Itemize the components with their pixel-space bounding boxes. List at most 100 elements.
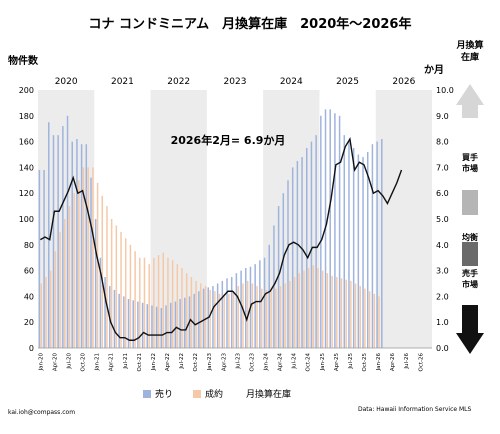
x-tick-Jul-23: Jul-23 bbox=[235, 353, 241, 370]
right-ticks: 0.0 1.0 2.0 3.0 4.0 5.0 6.0 7.0 8.0 9.0 10.0 bbox=[436, 86, 454, 353]
bar-sell-13 bbox=[99, 257, 102, 348]
year-band-2022 bbox=[150, 90, 207, 348]
bar-sell-2 bbox=[48, 122, 50, 348]
x-tick-Apr-26: Apr-26 bbox=[390, 353, 396, 372]
bar-sell-58 bbox=[310, 141, 313, 348]
right-tick-9.0: 9.0 bbox=[436, 112, 449, 121]
bar-sold-39 bbox=[223, 296, 225, 348]
bar-sold-63 bbox=[336, 277, 338, 348]
bar-sold-72 bbox=[378, 296, 380, 348]
bar-sell-11 bbox=[90, 177, 92, 348]
bar-sell-62 bbox=[329, 109, 331, 348]
bar-sold-9 bbox=[82, 167, 85, 348]
right-tick-0.0: 0.0 bbox=[436, 344, 449, 353]
bar-sell-9 bbox=[80, 144, 83, 348]
bar-sold-24 bbox=[153, 257, 155, 348]
bar-sell-47 bbox=[259, 260, 261, 348]
bar-sell-68 bbox=[357, 154, 360, 348]
bar-sold-71 bbox=[373, 293, 376, 348]
bar-sold-68 bbox=[359, 286, 361, 348]
bar-sold-20 bbox=[134, 251, 136, 348]
bar-sold-52 bbox=[284, 283, 286, 348]
bar-sold-7 bbox=[73, 193, 75, 348]
bar-sold-21 bbox=[139, 257, 141, 348]
bar-sell-71 bbox=[371, 144, 374, 348]
bar-sell-7 bbox=[71, 141, 73, 348]
x-tick-Jul-24: Jul-24 bbox=[292, 353, 298, 370]
bar-sell-12 bbox=[94, 219, 97, 348]
bar-sell-63 bbox=[334, 113, 336, 348]
legend-swatch-sold bbox=[193, 390, 201, 398]
bar-sell-40 bbox=[226, 278, 228, 348]
bar-sell-4 bbox=[57, 135, 59, 348]
x-tick-Oct-26: Oct-26 bbox=[418, 353, 424, 372]
bar-sold-54 bbox=[293, 277, 296, 348]
bar-sold-46 bbox=[256, 286, 258, 348]
bar-sell-51 bbox=[277, 206, 280, 348]
x-tick-Jul-25: Jul-25 bbox=[348, 353, 354, 370]
bar-sold-19 bbox=[129, 244, 132, 348]
year-band-2026 bbox=[375, 90, 432, 348]
bar-sold-0 bbox=[40, 283, 43, 348]
right-tick-6.0: 6.0 bbox=[436, 189, 449, 198]
bar-sold-36 bbox=[209, 289, 211, 348]
bar-sell-6 bbox=[66, 115, 69, 348]
bar-sell-56 bbox=[301, 157, 303, 348]
bar-sell-44 bbox=[245, 268, 247, 348]
bar-sold-48 bbox=[265, 289, 268, 348]
bar-sold-61 bbox=[326, 273, 329, 348]
bar-sold-25 bbox=[157, 255, 160, 348]
x-tick-Oct-20: Oct-20 bbox=[81, 353, 87, 372]
x-tick-Jan-24: Jan-24 bbox=[263, 353, 269, 372]
bar-sell-48 bbox=[263, 257, 266, 348]
x-tick-Apr-21: Apr-21 bbox=[109, 353, 115, 371]
x-tick-Oct-22: Oct-22 bbox=[193, 353, 199, 372]
x-tick-Apr-22: Apr-22 bbox=[165, 353, 171, 371]
year-labels: 2020 2021 2022 2023 2024 2025 2026 bbox=[55, 77, 416, 87]
year-label-2024: 2024 bbox=[280, 77, 303, 87]
bar-sell-30 bbox=[179, 298, 181, 348]
year-label-2025: 2025 bbox=[336, 77, 359, 87]
bar-sell-66 bbox=[348, 141, 350, 348]
bar-sell-46 bbox=[254, 264, 256, 348]
bar-sell-35 bbox=[202, 288, 205, 348]
year-label-2020: 2020 bbox=[55, 77, 78, 87]
balanced-label: 均衡 bbox=[462, 232, 478, 242]
bar-sold-30 bbox=[181, 268, 183, 348]
bar-sold-14 bbox=[106, 206, 108, 348]
bar-sold-70 bbox=[368, 291, 371, 348]
bar-sell-22 bbox=[141, 302, 144, 348]
right-tick-8.0: 8.0 bbox=[436, 138, 449, 147]
indicator-title: 月換算在庫 bbox=[455, 39, 483, 63]
right-tick-3.0: 3.0 bbox=[436, 267, 449, 276]
bar-sell-20 bbox=[132, 300, 134, 348]
bar-sell-70 bbox=[366, 151, 369, 348]
bar-sell-42 bbox=[235, 273, 238, 348]
buyer-market-label: 買手市場 bbox=[462, 152, 478, 173]
bar-sold-57 bbox=[307, 268, 310, 348]
seller-market-swatch bbox=[462, 242, 478, 266]
bar-sell-21 bbox=[137, 301, 139, 348]
year-label-2023: 2023 bbox=[224, 77, 247, 87]
bar-sell-3 bbox=[52, 135, 55, 348]
bar-sold-31 bbox=[185, 273, 188, 348]
bar-sell-26 bbox=[160, 308, 163, 348]
bar-sold-42 bbox=[237, 286, 240, 348]
bar-sell-27 bbox=[165, 305, 167, 348]
x-tick-Jul-22: Jul-22 bbox=[179, 353, 185, 370]
bar-sold-38 bbox=[218, 293, 221, 348]
bar-sell-33 bbox=[193, 293, 195, 348]
bar-sell-23 bbox=[146, 304, 149, 348]
footer-email: kai.ioh@compass.com bbox=[8, 409, 75, 416]
bar-sold-69 bbox=[364, 288, 366, 348]
bar-sold-53 bbox=[289, 280, 291, 348]
bar-sell-73 bbox=[381, 139, 383, 348]
left-ticks: 0 20 40 60 80 100 120 140 160 180 200 bbox=[19, 86, 34, 353]
bar-sell-31 bbox=[184, 297, 186, 348]
bar-sold-35 bbox=[204, 286, 207, 348]
bar-sold-50 bbox=[275, 288, 277, 348]
bar-sold-64 bbox=[340, 278, 343, 348]
left-tick-200: 200 bbox=[19, 86, 34, 95]
bar-sold-5 bbox=[63, 219, 66, 348]
